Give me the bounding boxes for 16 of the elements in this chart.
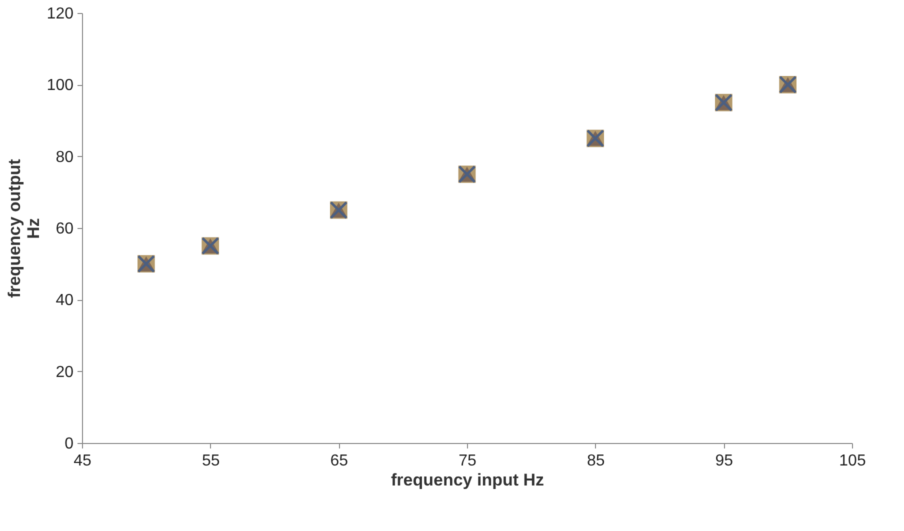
y-tick-label: 120	[46, 6, 74, 22]
y-axis-title: frequency output Hz	[4, 158, 43, 298]
y-tick-label: 80	[56, 148, 74, 166]
x-tick-label: 85	[586, 452, 605, 470]
x-tick-label: 55	[202, 452, 220, 470]
y-tick-label: 0	[64, 436, 74, 452]
y-tick-label: 100	[46, 77, 74, 94]
y-tick-label: 40	[56, 292, 74, 310]
x-axis-title: frequency input Hz	[390, 470, 544, 490]
x-tick-label: 65	[330, 452, 348, 470]
x-tick-label: 75	[458, 452, 476, 470]
x-tick-label: 95	[715, 452, 734, 470]
x-tick-label: 45	[74, 452, 92, 470]
y-tick-label: 20	[56, 364, 74, 381]
y-tick-label: 60	[56, 220, 74, 238]
x-tick-label: 105	[839, 452, 866, 470]
